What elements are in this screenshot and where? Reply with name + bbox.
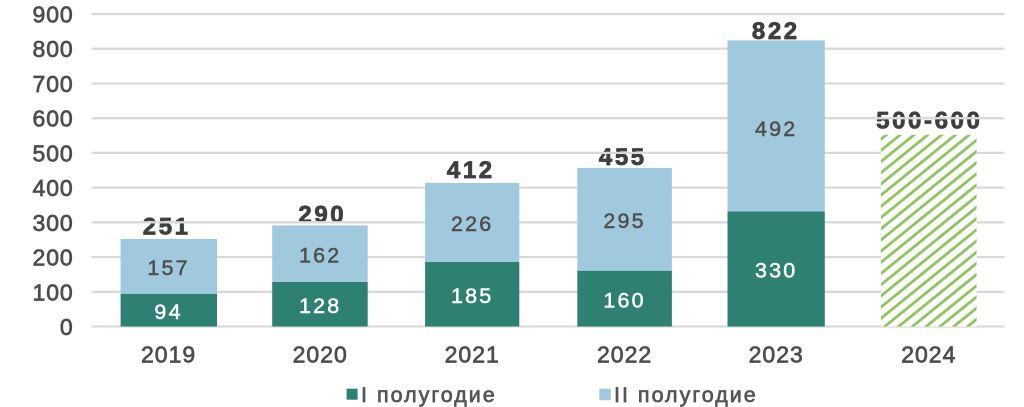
svg-text:290: 290 bbox=[298, 202, 346, 229]
svg-text:II полугодие: II полугодие bbox=[614, 383, 758, 407]
svg-text:900: 900 bbox=[33, 2, 74, 28]
svg-text:800: 800 bbox=[33, 36, 74, 62]
svg-text:500-600: 500-600 bbox=[876, 107, 982, 134]
svg-text:295: 295 bbox=[603, 209, 645, 233]
svg-text:500: 500 bbox=[33, 140, 74, 166]
svg-text:2020: 2020 bbox=[293, 342, 348, 368]
svg-text:412: 412 bbox=[447, 157, 495, 184]
svg-text:492: 492 bbox=[755, 117, 797, 141]
svg-text:700: 700 bbox=[33, 71, 74, 97]
svg-text:160: 160 bbox=[603, 288, 645, 312]
svg-text:100: 100 bbox=[33, 279, 74, 305]
svg-text:94: 94 bbox=[154, 300, 182, 324]
svg-text:200: 200 bbox=[33, 245, 74, 271]
svg-text:0: 0 bbox=[60, 314, 74, 340]
svg-text:2019: 2019 bbox=[141, 342, 196, 368]
svg-text:128: 128 bbox=[299, 294, 341, 318]
svg-text:300: 300 bbox=[33, 210, 74, 236]
svg-text:2022: 2022 bbox=[597, 342, 652, 368]
svg-text:185: 185 bbox=[451, 284, 493, 308]
svg-text:2024: 2024 bbox=[901, 342, 956, 368]
svg-text:330: 330 bbox=[755, 259, 797, 283]
svg-text:226: 226 bbox=[451, 212, 493, 236]
svg-text:600: 600 bbox=[33, 106, 74, 132]
svg-text:157: 157 bbox=[147, 256, 189, 280]
svg-text:2023: 2023 bbox=[749, 342, 804, 368]
svg-text:2021: 2021 bbox=[445, 342, 500, 368]
svg-text:455: 455 bbox=[599, 144, 647, 171]
svg-text:251: 251 bbox=[143, 214, 191, 241]
svg-text:162: 162 bbox=[299, 243, 341, 267]
svg-text:400: 400 bbox=[33, 175, 74, 201]
svg-text:I полугодие: I полугодие bbox=[361, 383, 497, 407]
